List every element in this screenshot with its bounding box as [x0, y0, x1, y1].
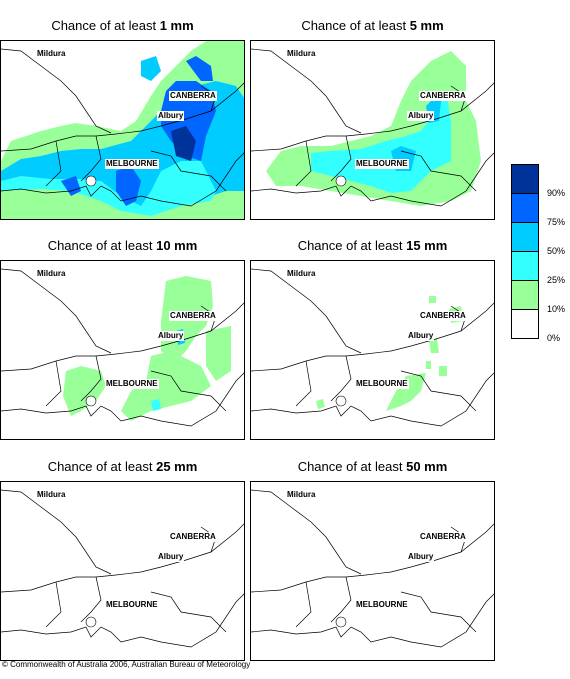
place-label-mildura: Mildura — [36, 490, 67, 500]
panel-title: Chance of at least 5 mm — [301, 18, 444, 33]
map-5mm: Mildura CANBERRA Albury MELBOURNE — [250, 40, 495, 220]
place-label-mildura: Mildura — [286, 269, 317, 279]
place-label-albury: Albury — [407, 331, 435, 341]
place-label-mildura: Mildura — [286, 490, 317, 500]
place-label-melbourne: MELBOURNE — [105, 159, 159, 169]
place-label-mildura: Mildura — [36, 49, 67, 59]
place-label-mildura: Mildura — [286, 49, 317, 59]
place-label-mildura: Mildura — [36, 269, 67, 279]
place-label-albury: Albury — [407, 552, 435, 562]
probability-legend: 90% 75% 50% 25% 10% 0% — [511, 164, 565, 343]
place-label-canberra: CANBERRA — [419, 91, 467, 101]
panel-title: Chance of at least 25 mm — [47, 459, 198, 474]
legend-label: 75% — [547, 217, 566, 227]
panel-5mm: Chance of at least 5 mm Mildura CANBERRA… — [250, 18, 495, 238]
map-1mm: Mildura CANBERRA Albury MELBOURNE — [0, 40, 245, 220]
place-label-canberra: CANBERRA — [169, 311, 217, 321]
legend-label: 0% — [547, 333, 561, 343]
panel-1mm: Chance of at least 1 mm Mildura — [0, 18, 245, 238]
legend-swatch-25 — [511, 251, 539, 281]
legend-label: 10% — [547, 304, 566, 314]
legend-swatch-90 — [511, 164, 539, 194]
place-label-canberra: CANBERRA — [169, 532, 217, 542]
place-label-albury: Albury — [157, 552, 185, 562]
legend-swatch-0 — [511, 309, 539, 339]
place-label-melbourne: MELBOURNE — [105, 379, 159, 389]
place-label-melbourne: MELBOURNE — [355, 379, 409, 389]
map-50mm: Mildura CANBERRA Albury MELBOURNE — [250, 481, 495, 661]
rain-probability-layer — [1, 41, 244, 219]
rain-probability-layer — [251, 48, 494, 207]
panel-50mm: Chance of at least 50 mm Mildura CANBERR… — [250, 459, 495, 679]
legend-label: 25% — [547, 275, 566, 285]
legend-swatch-10 — [511, 280, 539, 310]
place-label-albury: Albury — [157, 331, 185, 341]
map-25mm: Mildura CANBERRA Albury MELBOURNE — [0, 481, 245, 661]
copyright-credit: © Commonwealth of Australia 2006, Austra… — [2, 660, 251, 669]
map-10mm: Mildura CANBERRA Albury MELBOURNE — [0, 260, 245, 440]
legend-swatch-50 — [511, 222, 539, 252]
legend-label: 50% — [547, 246, 566, 256]
rain-probability-layer — [251, 489, 494, 648]
rain-probability-layer — [1, 489, 244, 648]
legend-swatch-75 — [511, 193, 539, 223]
place-label-melbourne: MELBOURNE — [355, 600, 409, 610]
place-label-canberra: CANBERRA — [419, 532, 467, 542]
place-label-albury: Albury — [407, 111, 435, 121]
place-label-canberra: CANBERRA — [169, 91, 217, 101]
panel-title: Chance of at least 1 mm — [51, 18, 194, 33]
place-label-albury: Albury — [157, 111, 185, 121]
rain-probability-layer — [251, 268, 494, 427]
panel-25mm: Chance of at least 25 mm Mildura CANBERR… — [0, 459, 245, 679]
map-15mm: Mildura CANBERRA Albury MELBOURNE — [250, 260, 495, 440]
panel-10mm: Chance of at least 10 mm Mildura CANBERR… — [0, 238, 245, 458]
panel-title: Chance of at least 15 mm — [297, 238, 448, 253]
legend-label: 90% — [547, 188, 566, 198]
place-label-melbourne: MELBOURNE — [105, 600, 159, 610]
panel-title: Chance of at least 50 mm — [297, 459, 448, 474]
place-label-canberra: CANBERRA — [419, 311, 467, 321]
rain-probability-layer — [1, 268, 244, 427]
panel-15mm: Chance of at least 15 mm Mildura CANBERR… — [250, 238, 495, 458]
place-label-melbourne: MELBOURNE — [355, 159, 409, 169]
panel-title: Chance of at least 10 mm — [47, 238, 198, 253]
